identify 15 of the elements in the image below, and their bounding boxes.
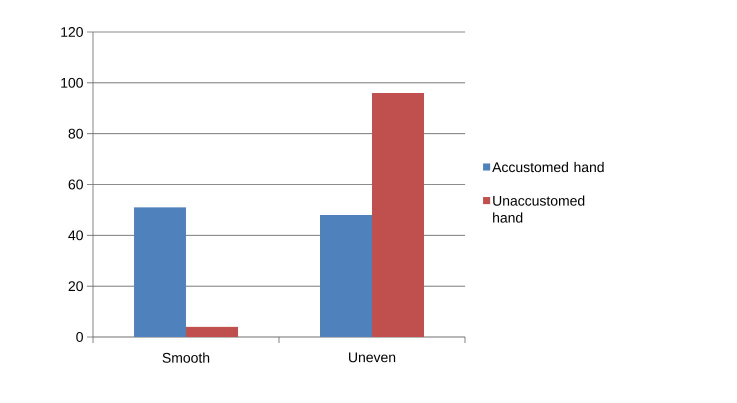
x-tick-label: Uneven <box>349 352 396 362</box>
y-tick-label: 40 <box>68 230 83 240</box>
y-tick-label: 100 <box>61 78 83 88</box>
bar <box>320 215 372 337</box>
legend-label: Unaccustomed hand <box>493 195 584 223</box>
bar <box>134 207 186 337</box>
bar <box>186 326 238 337</box>
y-tick-label: 80 <box>68 128 83 139</box>
bar <box>372 92 424 337</box>
y-tick-label: 20 <box>68 281 83 292</box>
y-tick-label: 0 <box>76 332 83 342</box>
y-tick-label: 120 <box>61 27 83 37</box>
legend-label: Accustomed hand <box>492 162 604 172</box>
x-tick-label: Smooth <box>162 352 210 363</box>
y-tick-label: 60 <box>68 180 83 190</box>
